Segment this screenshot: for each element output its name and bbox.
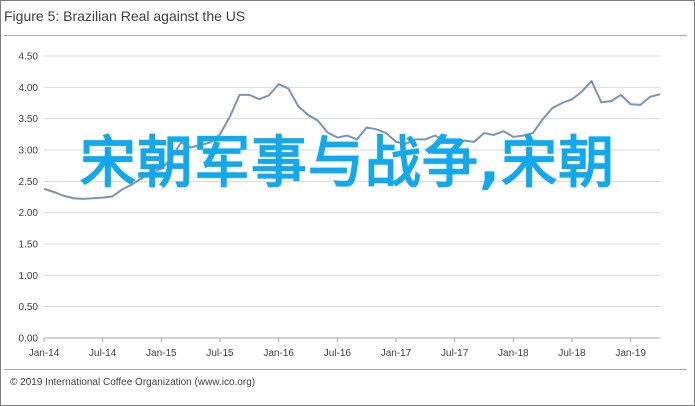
footer-divider (4, 369, 687, 370)
y-tick-label: 4.50 (19, 52, 39, 63)
y-tick-label: 3.50 (19, 114, 39, 125)
source-note: © 2019 International Coffee Organization… (10, 377, 256, 388)
x-tick-label: Jan-14 (29, 348, 60, 359)
y-tick-label: 1.00 (19, 271, 39, 282)
y-tick-label: 2.00 (19, 208, 39, 219)
y-tick-label: 4.00 (19, 83, 39, 94)
y-tick-label: 0.50 (19, 302, 39, 313)
gridlines (44, 55, 660, 308)
x-tick-label: Jan-19 (615, 348, 646, 359)
series-line (43, 80, 661, 200)
title-divider (4, 35, 687, 36)
x-tick-label: Jan-18 (498, 348, 529, 359)
y-axis-ticks: 0.00 0.50 1.00 1.50 2.00 2.50 3.00 3.50 4.00 4.50 (19, 52, 39, 345)
watermark-overlay-text: 宋朝军事与战争,宋朝 (79, 131, 616, 196)
y-tick-label: 1.50 (19, 240, 39, 251)
x-tick-label: Jan-15 (146, 348, 177, 359)
x-tick-label: Jul-14 (89, 348, 117, 359)
x-axis-ticks: Jan-14 Jul-14 Jan-15 Jul-15 Jan-16 Jul-16 Jan-… (29, 338, 646, 359)
x-tick-label: Jan-16 (263, 348, 294, 359)
y-tick-label: 3.00 (19, 146, 39, 157)
x-tick-label: Jan-17 (381, 348, 412, 359)
series-group (43, 80, 661, 200)
y-tick-label: 0.00 (19, 334, 39, 345)
x-tick-label: Jul-15 (206, 348, 234, 359)
x-tick-label: Jul-16 (324, 348, 352, 359)
x-tick-label: Jul-17 (441, 348, 469, 359)
y-tick-label: 2.50 (19, 177, 39, 188)
x-tick-label: Jul-18 (558, 348, 586, 359)
chart-title: Figure 5: Brazilian Real against the US (4, 8, 246, 24)
